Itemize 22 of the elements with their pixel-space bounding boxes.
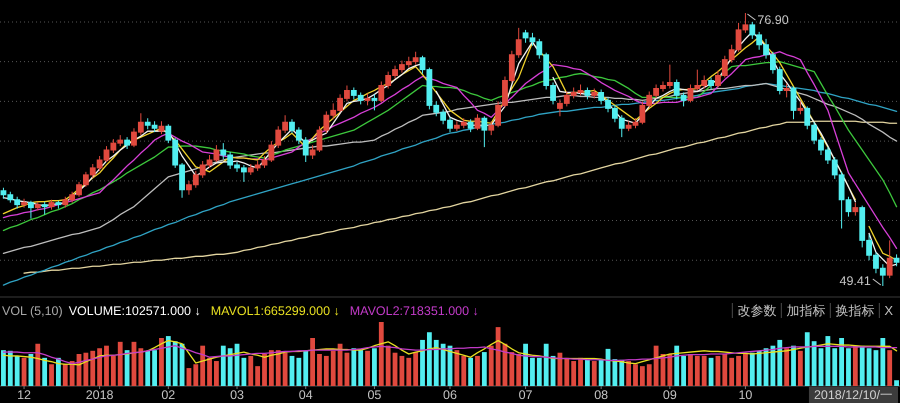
x-tick-label: 06 <box>443 388 457 402</box>
note: 76.90 <box>757 13 789 27</box>
note: 49.41 <box>840 274 871 288</box>
x-tick-label: 10 <box>738 388 752 402</box>
toolbar-label: 加指标 <box>786 303 826 318</box>
x-tick-label: 05 <box>367 388 382 402</box>
subtitle: VOLUME:102571.000 ↓ <box>68 304 201 318</box>
x-tick-label: 07 <box>518 388 533 402</box>
x-tick-label: 09 <box>662 388 677 402</box>
legend-item: MAVOL2:718351.000 ↓ <box>350 304 479 318</box>
toolbar-label: X <box>884 303 893 318</box>
toolbar-label: 改参数 <box>737 303 776 318</box>
x-tick-label: 2018 <box>86 388 114 402</box>
x-tick-label: 08 <box>594 388 608 402</box>
toolbar-label: 换指标 <box>835 303 874 318</box>
legend-item: MAVOL1:665299.000 ↓ <box>210 304 340 318</box>
x-tick-label: 02 <box>161 388 176 402</box>
title: VOL (5,10) <box>2 304 63 318</box>
cursor-date: 2018/12/10/一 <box>814 388 893 402</box>
x-tick-label: 04 <box>298 388 313 402</box>
x-tick-label: 03 <box>230 388 244 402</box>
x-tick-label: 12 <box>17 388 31 402</box>
